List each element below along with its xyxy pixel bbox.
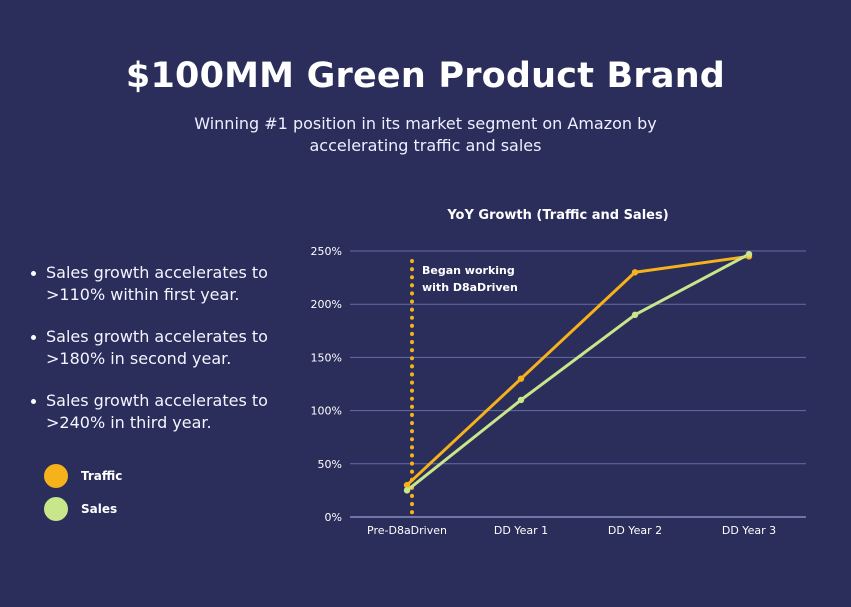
series-line-traffic xyxy=(405,254,751,487)
page-title: $100MM Green Product Brand xyxy=(125,56,726,96)
series-line-sales xyxy=(405,252,751,492)
legend-swatch-traffic xyxy=(44,464,68,488)
x-tick-label: DD Year 1 xyxy=(494,524,548,537)
annotation-label-line: with D8aDriven xyxy=(422,281,518,294)
bullet-item: Sales growth accelerates to >240% in thi… xyxy=(28,390,298,434)
data-point-traffic xyxy=(631,269,639,276)
y-tick-label: 50% xyxy=(318,458,342,471)
data-point-sales xyxy=(517,396,525,404)
chart-legend: Traffic Sales xyxy=(44,462,244,528)
data-point-sales xyxy=(631,311,639,319)
legend-label-traffic: Traffic xyxy=(81,469,123,483)
chart-axis-labels: 0% 50% 100% 150% 200% 250% Pre-D8aDriven DD Yea… xyxy=(311,245,777,537)
legend-label-sales: Sales xyxy=(81,502,118,516)
y-tick-label: 150% xyxy=(311,351,342,364)
y-tick-label: 100% xyxy=(311,405,342,418)
bullet-list: Sales growth accelerates to >110% within… xyxy=(28,262,298,454)
data-point-sales xyxy=(745,250,753,258)
chart-series xyxy=(403,250,753,494)
legend-item-sales: Sales xyxy=(44,495,244,523)
bullet-item: Sales growth accelerates to >110% within… xyxy=(28,262,298,306)
bullet-text: Sales growth accelerates to >110% within… xyxy=(46,263,268,304)
chart-grid xyxy=(350,250,806,518)
yoy-growth-chart: YoY Growth (Traffic and Sales) Began wor… xyxy=(311,208,806,537)
chart-title: YoY Growth (Traffic and Sales) xyxy=(446,208,668,223)
bullet-item: Sales growth accelerates to >180% in sec… xyxy=(28,326,298,370)
y-tick-label: 0% xyxy=(325,511,342,524)
data-point-sales xyxy=(403,487,411,494)
legend-swatch-sales xyxy=(44,497,68,521)
annotation-label-line: Began working xyxy=(422,264,515,277)
x-tick-label: Pre-D8aDriven xyxy=(367,524,447,537)
chart-annotation: Began working with D8aDriven xyxy=(410,259,518,517)
bullet-dot-icon xyxy=(31,271,36,276)
bullet-dot-icon xyxy=(31,335,36,340)
bullet-text: Sales growth accelerates to >240% in thi… xyxy=(46,391,268,432)
data-point-traffic xyxy=(403,481,411,489)
legend-item-traffic: Traffic xyxy=(44,462,244,490)
x-tick-label: DD Year 2 xyxy=(608,524,662,537)
y-tick-label: 250% xyxy=(311,245,342,258)
x-tick-label: DD Year 3 xyxy=(722,524,776,537)
page-subtitle: Winning #1 position in its market segmen… xyxy=(194,114,657,155)
data-point-traffic xyxy=(517,375,525,382)
bullet-dot-icon xyxy=(31,399,36,404)
y-tick-label: 200% xyxy=(311,298,342,311)
bullet-text: Sales growth accelerates to >180% in sec… xyxy=(46,327,268,368)
